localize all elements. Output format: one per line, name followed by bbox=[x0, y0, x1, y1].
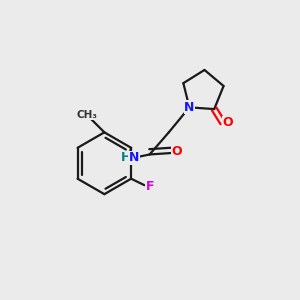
Text: F: F bbox=[146, 180, 154, 193]
Text: CH₃: CH₃ bbox=[76, 110, 97, 120]
Text: N: N bbox=[184, 101, 195, 114]
Text: H: H bbox=[121, 151, 131, 164]
Text: N: N bbox=[128, 151, 139, 164]
Text: O: O bbox=[223, 116, 233, 129]
Text: O: O bbox=[172, 145, 182, 158]
